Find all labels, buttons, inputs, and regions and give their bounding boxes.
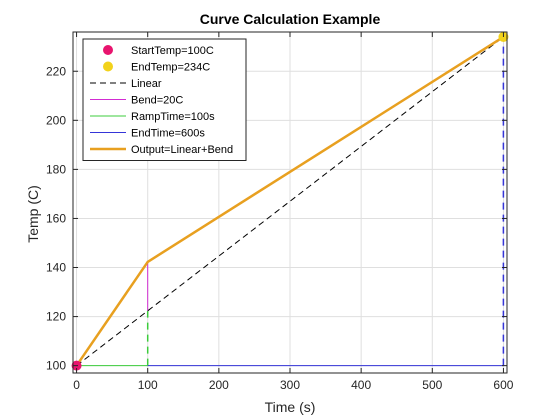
legend-label-starttemp: StartTemp=100C — [131, 45, 214, 57]
y-tick-label: 100 — [46, 359, 66, 373]
y-tick-label: 180 — [46, 162, 66, 176]
y-tick-label: 160 — [46, 211, 66, 225]
chart-title: Curve Calculation Example — [200, 11, 381, 27]
x-axis-label: Time (s) — [265, 399, 316, 415]
y-tick-label: 140 — [46, 261, 66, 275]
legend-label-bend: Bend=20C — [131, 95, 183, 107]
x-tick-label: 200 — [209, 378, 229, 392]
legend-label-linear: Linear — [131, 78, 162, 90]
y-axis-label: Temp (C) — [25, 185, 41, 243]
x-tick-label: 0 — [73, 378, 80, 392]
x-tick-label: 500 — [422, 378, 442, 392]
legend-label-ramptime: RampTime=100s — [131, 111, 215, 123]
y-tick-label: 120 — [46, 310, 66, 324]
y-tick-label: 200 — [46, 113, 66, 127]
series-line-output — [75, 35, 505, 367]
legend: StartTemp=100C EndTemp=234C Linear Bend=20C… — [82, 38, 247, 161]
x-tick-label: 100 — [138, 378, 158, 392]
legend-swatch-starttemp — [103, 45, 113, 55]
legend-swatch-endtemp — [103, 61, 113, 72]
ticks: 0 100 200 300 400 500 600 100 120 140 160 180 200 220 — [46, 32, 514, 392]
x-tick-label: 300 — [280, 378, 300, 392]
x-tick-label: 400 — [351, 378, 371, 392]
legend-label-endtime: EndTime=600s — [131, 128, 205, 140]
x-tick-label: 600 — [493, 378, 513, 392]
legend-label-output: Output=Linear+Bend — [131, 144, 233, 156]
legend-label-endtemp: EndTemp=234C — [131, 62, 210, 74]
y-tick-label: 220 — [46, 64, 66, 78]
